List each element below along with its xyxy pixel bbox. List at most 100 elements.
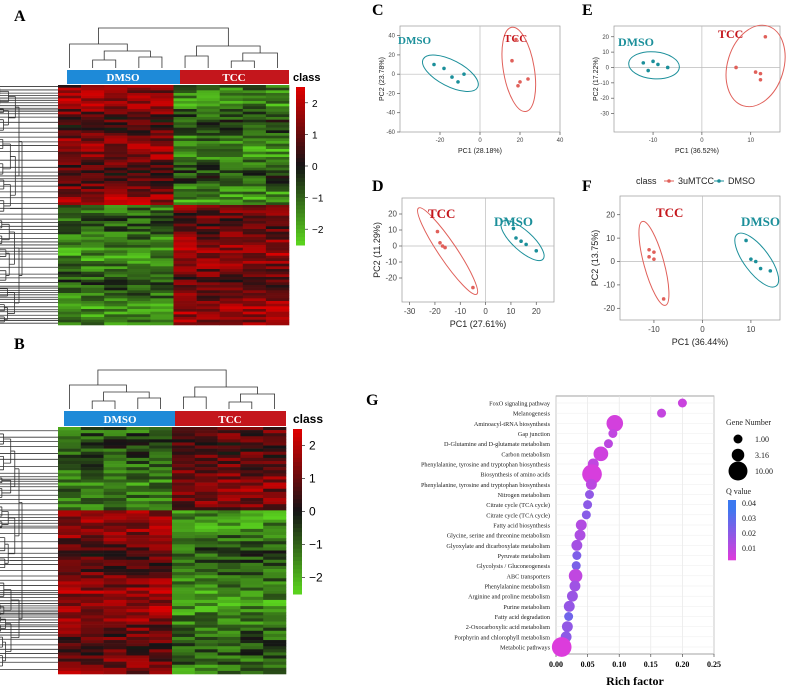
- x-axis-label: PC1 (36.52%): [675, 148, 719, 155]
- data-point-3umtcc: [647, 255, 651, 259]
- color-legend-title: Q value: [726, 487, 752, 496]
- x-tick-label: 0.15: [644, 660, 658, 669]
- y-tick-label: -10: [603, 281, 615, 290]
- data-point-tcc: [471, 285, 475, 290]
- x-tick-label: 0.00: [549, 660, 563, 669]
- group-annotation-dmso: DMSO: [494, 214, 533, 229]
- x-tick-label: 20: [532, 307, 541, 316]
- panel-letter-f: F: [582, 178, 592, 195]
- data-point-dmso: [656, 62, 660, 67]
- legend-title: class: [636, 176, 657, 186]
- legend-entry: 3uMTCC: [678, 176, 715, 186]
- group-annotation-tcc: TCC: [656, 205, 683, 220]
- heatmap-a: DMSO TCC class 2 1 0 −1 −2: [0, 27, 324, 326]
- legend-tick-label: 2: [309, 439, 316, 453]
- pca-plot-e: -10 0 10 20 10 0 -10 -20 -30 PC1 (36.52%) PC2 (17.…: [593, 24, 786, 155]
- bubble-point: [572, 551, 582, 560]
- plot-frame: [401, 197, 555, 303]
- y-tick-label: -20: [386, 91, 395, 97]
- data-point-tcc: [758, 77, 763, 82]
- color-legend-entry: 0.02: [742, 529, 756, 538]
- legend-tick-label: −2: [309, 571, 323, 585]
- data-point-tcc: [435, 229, 440, 234]
- pathway-label: Aminoacyl-tRNA biosynthesis: [474, 421, 551, 428]
- legend-tick-label: 1: [309, 472, 316, 486]
- data-point-tcc: [526, 77, 530, 81]
- bubble-point: [581, 510, 591, 520]
- enrichment-bubble-chart: 0.00 0.05 0.10 0.15 0.20 0.25 FoxO signaling p…: [421, 395, 773, 686]
- group-annotation-tcc: TCC: [718, 27, 743, 41]
- heatmap-a-row-dendrogram: [0, 86, 58, 324]
- x-tick-label: 0: [483, 307, 488, 316]
- data-point-dmso: [524, 242, 528, 247]
- pathway-label: Fatty acid biosynthesis: [493, 523, 550, 530]
- bubble-point: [571, 561, 581, 571]
- pathway-label: Nitrogen metabolism: [498, 492, 551, 499]
- legend-tick-label: 2: [312, 99, 318, 110]
- panel-letter-c: C: [372, 2, 384, 19]
- y-tick-label: -40: [386, 111, 395, 117]
- data-point-dmso: [511, 226, 516, 231]
- size-legend-entry: 10.00: [755, 467, 773, 476]
- data-point-dmso: [641, 61, 646, 65]
- x-tick-label: -20: [429, 307, 441, 316]
- bubble-point: [563, 600, 575, 612]
- x-axis-label: PC1 (28.18%): [458, 148, 502, 155]
- x-tick-label: 0.25: [707, 660, 721, 669]
- data-point-3umtcc: [652, 257, 656, 261]
- heatmap-a-tcc-label: TCC: [222, 72, 245, 84]
- bubble-point: [606, 415, 624, 432]
- y-tick-label: -30: [600, 112, 609, 118]
- y-tick-label: -10: [600, 81, 609, 87]
- y-axis-label: PC2 (13.75%): [590, 230, 600, 287]
- pca-plot-c: -20 0 20 40 40 20 0 -20 -40 -60 PC1 (28.18%) PC2 (2…: [379, 25, 564, 155]
- panel-letter-b: B: [14, 336, 25, 353]
- legend-tick-label: −2: [312, 225, 324, 236]
- x-tick-label: -10: [649, 138, 658, 144]
- size-legend-marker: [728, 461, 748, 481]
- data-point-dmso: [758, 266, 763, 271]
- group-annotation-tcc: TCC: [428, 206, 455, 221]
- x-tick-label: 0: [700, 325, 705, 334]
- heatmap-b-tcc-bar: [175, 411, 286, 426]
- group-annotation-tcc: TCC: [504, 33, 527, 45]
- pathway-label: Fatty acid degradation: [495, 614, 550, 621]
- x-axis-label: PC1 (36.44%): [672, 337, 729, 347]
- pathway-label: Pyruvate metabolism: [498, 553, 551, 560]
- y-tick-label: 20: [602, 35, 609, 41]
- data-point-dmso: [514, 236, 518, 240]
- heatmap-b-legend-title: class: [293, 412, 323, 426]
- x-axis-label: Rich factor: [606, 674, 664, 686]
- heatmap-a-dmso-bar: [67, 70, 180, 84]
- bubble-point: [583, 500, 593, 510]
- data-point-tcc: [758, 71, 763, 76]
- data-point-tcc: [516, 83, 520, 88]
- legend-tick-label: −1: [312, 194, 324, 205]
- panel-letter-g: G: [366, 392, 379, 409]
- color-legend-entry: 0.01: [742, 544, 756, 553]
- bubble-point: [569, 580, 581, 592]
- group-annotation-dmso: DMSO: [741, 214, 780, 229]
- legend-tick-label: 0: [309, 505, 316, 519]
- plot-frame: [613, 25, 781, 133]
- x-tick-label: 40: [557, 138, 564, 144]
- confidence-ellipse-tcc: [725, 24, 786, 108]
- x-tick-label: 0.20: [675, 660, 689, 669]
- legend-tick-label: 1: [312, 130, 318, 141]
- y-tick-label: 20: [606, 210, 615, 219]
- pathway-label: Metabolic pathways: [500, 645, 551, 652]
- size-legend-title: Gene Number: [726, 418, 771, 427]
- data-point-dmso: [646, 68, 650, 73]
- x-tick-label: 0.10: [612, 660, 626, 669]
- bubble-point: [593, 446, 609, 462]
- data-point-dmso: [450, 75, 454, 79]
- x-tick-label: -20: [436, 138, 445, 144]
- pathway-label: Glyoxylate and dicarboxylate metabolism: [446, 543, 550, 550]
- bubble-point: [575, 519, 587, 531]
- pathway-label: FoxO signaling pathway: [489, 401, 551, 408]
- data-point-tcc: [734, 65, 738, 70]
- bubble-point: [677, 398, 687, 408]
- heatmap-a-tcc-bar: [180, 70, 289, 84]
- size-legend-marker: [731, 448, 745, 462]
- data-point-tcc: [438, 241, 442, 245]
